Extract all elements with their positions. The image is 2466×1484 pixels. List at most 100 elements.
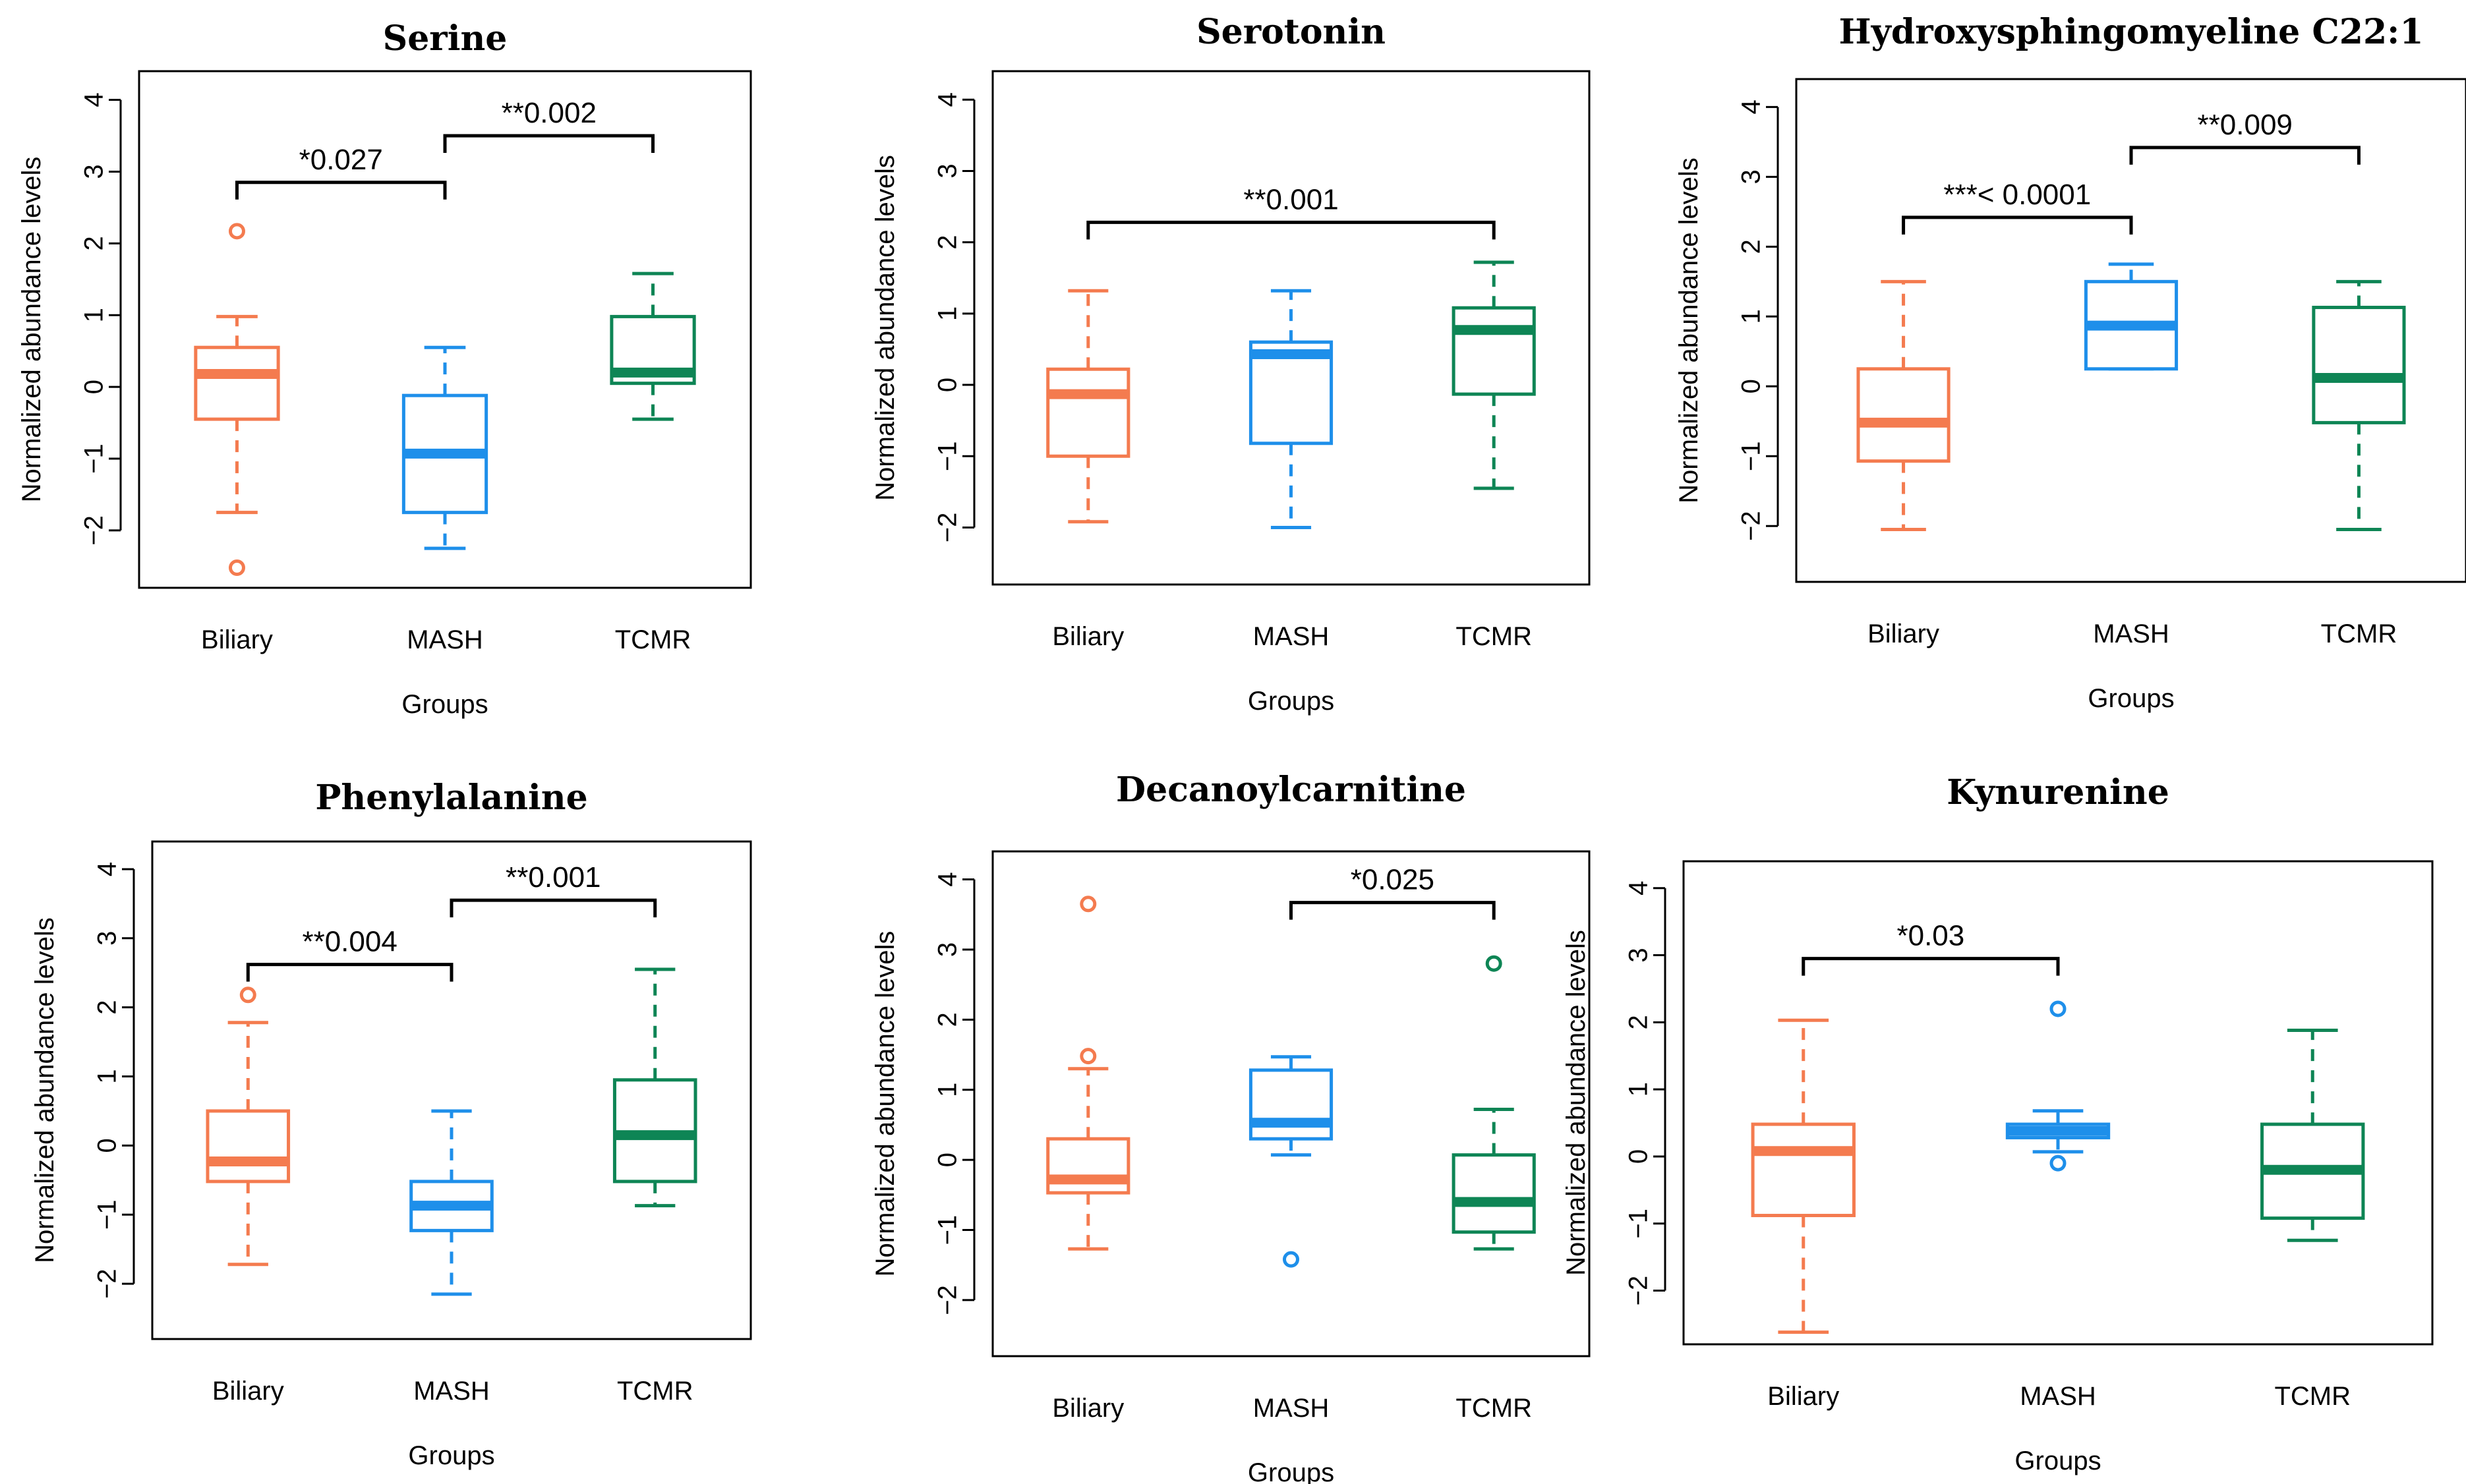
x-axis-label: Groups xyxy=(1248,687,1334,716)
y-tick-label: 0 xyxy=(1624,1149,1653,1164)
y-tick-label: −1 xyxy=(1737,441,1766,471)
y-tick-label: −1 xyxy=(933,1215,962,1245)
y-tick-label: 1 xyxy=(933,306,962,321)
box-tcmr xyxy=(2312,279,2406,532)
chart-panel-6: Kynurenine −2 −1 0 1 2 3 4 Normalized abundance … xyxy=(1562,772,2434,1475)
chart-title: Decanoylcarnitine xyxy=(1116,770,1466,810)
y-tick-label: 4 xyxy=(1624,881,1653,896)
chart-panel-2: Serotonin −2 −1 0 1 2 3 4 Normalized abundance l… xyxy=(871,12,1591,716)
box-body xyxy=(1452,306,1536,396)
x-tick-label: Biliary xyxy=(1052,1394,1124,1423)
x-tick-label: MASH xyxy=(1253,622,1330,651)
box-body xyxy=(1856,367,1951,463)
plot-frame xyxy=(991,850,1591,1357)
y-tick-label: −2 xyxy=(933,1285,962,1315)
x-tick-label: TCMR xyxy=(615,625,691,654)
y-tick-label: 4 xyxy=(933,872,962,886)
significance-bracket: *0.027 xyxy=(235,144,447,200)
x-tick-label: Biliary xyxy=(1767,1382,1839,1411)
plot-frame xyxy=(1682,860,2434,1346)
outlier-point xyxy=(228,559,245,577)
y-axis-label: Normalized abundance levels xyxy=(871,155,900,501)
y-tick-label: 2 xyxy=(1737,239,1766,254)
box-biliary xyxy=(1751,1018,1856,1334)
y-tick-label: 4 xyxy=(1737,100,1766,114)
x-tick-label: Biliary xyxy=(1867,619,1939,648)
x-axis-label: Groups xyxy=(408,1441,494,1470)
plot-frame xyxy=(138,70,752,589)
plot-frame xyxy=(1795,78,2466,583)
y-tick-label: 3 xyxy=(933,163,962,178)
outlier-point xyxy=(1080,1048,1097,1065)
y-tick-label: 3 xyxy=(1737,169,1766,184)
x-axis-label: Groups xyxy=(1248,1458,1334,1484)
chart-title: Serotonin xyxy=(1196,12,1386,52)
box-tcmr xyxy=(2260,1029,2365,1242)
y-tick-label: 4 xyxy=(80,92,109,107)
y-tick-label: −2 xyxy=(1624,1276,1653,1306)
chart-title: Hydroxysphingomyeline C22:1 xyxy=(1839,12,2424,52)
box-tcmr xyxy=(1452,955,1536,1251)
outlier-point xyxy=(2049,1155,2067,1172)
box-body xyxy=(1248,1068,1334,1141)
x-tick-label: MASH xyxy=(2020,1382,2096,1411)
y-tick-label: 1 xyxy=(80,308,109,322)
y-tick-label: 0 xyxy=(933,1153,962,1167)
chart-title: Kynurenine xyxy=(1947,772,2169,813)
y-tick-label: 2 xyxy=(80,236,109,250)
x-axis-label: Groups xyxy=(2088,684,2174,713)
y-tick-label: 1 xyxy=(1737,309,1766,324)
y-tick-label: 1 xyxy=(93,1069,122,1083)
significance-bracket: **0.001 xyxy=(450,861,657,918)
y-axis-label: Normalized abundance levels xyxy=(1674,157,1703,503)
x-tick-label: MASH xyxy=(407,625,483,654)
box-tcmr xyxy=(612,967,697,1208)
box-mash xyxy=(1248,289,1334,529)
y-tick-label: 3 xyxy=(933,942,962,957)
x-tick-label: TCMR xyxy=(1455,1394,1532,1423)
y-axis-label: Normalized abundance levels xyxy=(30,917,59,1263)
bracket-line xyxy=(235,181,447,200)
box-body xyxy=(1046,367,1130,458)
y-tick-label: 0 xyxy=(1737,379,1766,393)
chart-panel-5: Decanoylcarnitine −2 −1 0 1 2 3 4 Normalized abu… xyxy=(871,770,1591,1484)
y-axis-label: Normalized abundance levels xyxy=(17,157,46,503)
box-biliary xyxy=(1046,289,1130,524)
box-body xyxy=(1452,1153,1536,1234)
bracket-line xyxy=(443,134,655,153)
significance-bracket: *0.03 xyxy=(1802,920,2060,976)
box-mash xyxy=(2005,1000,2111,1172)
p-value-label: **0.009 xyxy=(2198,109,2293,141)
box-biliary xyxy=(194,223,280,577)
p-value-label: *0.03 xyxy=(1896,920,1964,952)
bracket-line xyxy=(1289,901,1496,920)
significance-bracket: ***< 0.0001 xyxy=(1902,179,2133,235)
p-value-label: *0.027 xyxy=(299,144,383,176)
p-value-label: ***< 0.0001 xyxy=(1943,179,2091,211)
bracket-line xyxy=(1902,215,2133,235)
chart-panel-3: Hydroxysphingomyeline C22:1 −2 −1 0 1 2 3 4 Norm… xyxy=(1674,12,2466,713)
y-tick-label: 3 xyxy=(1624,948,1653,962)
x-tick-label: TCMR xyxy=(617,1377,693,1406)
outlier-point xyxy=(1283,1251,1299,1268)
y-tick-label: 3 xyxy=(80,164,109,179)
y-tick-label: 2 xyxy=(933,235,962,250)
chart-title: Serine xyxy=(383,18,508,59)
y-tick-label: 1 xyxy=(1624,1082,1653,1097)
p-value-label: *0.025 xyxy=(1351,864,1434,896)
y-tick-label: 0 xyxy=(933,378,962,392)
y-tick-label: −2 xyxy=(933,513,962,543)
x-tick-label: Biliary xyxy=(212,1377,284,1406)
outlier-point xyxy=(228,223,245,240)
plot-frame xyxy=(151,840,752,1340)
x-axis-label: Groups xyxy=(401,690,488,719)
x-tick-label: TCMR xyxy=(1455,622,1532,651)
outlier-point xyxy=(239,986,256,1004)
bracket-line xyxy=(1086,220,1496,240)
box-body xyxy=(194,345,280,421)
x-axis-label: Groups xyxy=(2014,1446,2101,1475)
y-tick-label: −2 xyxy=(1737,511,1766,541)
significance-bracket: **0.002 xyxy=(443,97,655,153)
outlier-point xyxy=(2049,1000,2067,1017)
